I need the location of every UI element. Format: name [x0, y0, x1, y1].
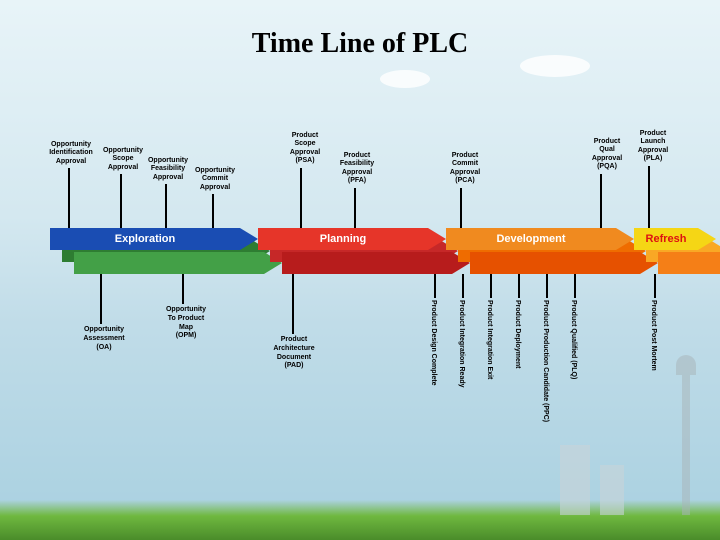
milestone-vert-pdc: Product Design Complete [430, 300, 437, 386]
milestone-top-pla-line: Approval [628, 147, 678, 155]
phase-shadow [658, 252, 720, 274]
milestone-bottom-oa-stem [100, 274, 102, 324]
phase-refresh-tip [698, 228, 716, 250]
milestone-top-oca-stem [212, 194, 214, 228]
milestone-top-pla-line: Product [628, 130, 678, 138]
phase-shadow [74, 252, 264, 274]
milestone-top-ofa: OpportunityFeasibilityApproval [143, 157, 193, 182]
milestone-top-pqa: ProductQualApproval(PQA) [582, 138, 632, 172]
milestone-bottom-oa-line: Opportunity [78, 326, 130, 335]
milestone-top-pqa-line: Qual [582, 146, 632, 154]
milestone-top-pla-stem [648, 166, 650, 228]
milestone-top-pfa-line: Product [332, 152, 382, 160]
background-cloud-1 [380, 70, 430, 88]
milestone-top-oia-line: Identification [46, 149, 96, 157]
milestone-vert-pd-stem [518, 274, 520, 298]
milestone-bottom-opm-line: To Product [160, 315, 212, 324]
background-building-2 [600, 465, 624, 515]
milestone-top-psa-line: Scope [280, 140, 330, 148]
milestone-top-pca-line: Commit [440, 160, 490, 168]
milestone-bottom-oa: OpportunityAssessment(OA) [78, 326, 130, 352]
phase-refresh: Refresh [634, 228, 698, 250]
milestone-vert-pir: Product Integration Ready [458, 300, 465, 388]
milestone-top-psa: ProductScopeApproval(PSA) [280, 132, 330, 166]
milestone-top-pca: ProductCommitApproval(PCA) [440, 152, 490, 186]
milestone-top-pfa-line: (PFA) [332, 177, 382, 185]
milestone-top-pfa: ProductFeasibilityApproval(PFA) [332, 152, 382, 186]
milestone-top-pca-line: (PCA) [440, 177, 490, 185]
milestone-vert-pie: Product Integration Exit [486, 300, 493, 379]
milestone-vert-pd: Product Deployment [514, 300, 521, 368]
milestone-top-ofa-stem [165, 184, 167, 228]
milestone-bottom-opm-line: (OPM) [160, 332, 212, 341]
milestone-bottom-pad-line: Document [268, 354, 320, 363]
milestone-top-oca-line: Commit [190, 175, 240, 183]
milestone-top-pqa-stem [600, 174, 602, 228]
milestone-top-oia-stem [68, 168, 70, 228]
milestone-top-oca-line: Opportunity [190, 167, 240, 175]
phase-exploration: Exploration [50, 228, 240, 250]
milestone-top-psa-line: Approval [280, 149, 330, 157]
milestone-top-pfa-stem [354, 188, 356, 228]
milestone-top-pla-line: (PLA) [628, 155, 678, 163]
milestone-top-pfa-line: Approval [332, 169, 382, 177]
phase-development-tip [616, 228, 634, 250]
milestone-top-pqa-line: (PQA) [582, 163, 632, 171]
milestone-top-pqa-line: Product [582, 138, 632, 146]
phase-planning-tip [428, 228, 446, 250]
milestone-vert-plq-stem [574, 274, 576, 298]
milestone-vert-plq: Product Qualified (PLQ) [570, 300, 577, 379]
milestone-top-pca-line: Approval [440, 169, 490, 177]
milestone-top-osa-line: Scope [98, 155, 148, 163]
milestone-vert-pdc-stem [434, 274, 436, 298]
milestone-bottom-pad-line: (PAD) [268, 362, 320, 371]
milestone-top-pca-stem [460, 188, 462, 228]
milestone-top-osa-line: Opportunity [98, 147, 148, 155]
milestone-top-psa-line: (PSA) [280, 157, 330, 165]
milestone-top-oca-line: Approval [190, 184, 240, 192]
milestone-bottom-opm: OpportunityTo ProductMap(OPM) [160, 306, 212, 341]
milestone-top-psa-stem [300, 168, 302, 228]
milestone-bottom-opm-line: Opportunity [160, 306, 212, 315]
milestone-top-ofa-line: Approval [143, 174, 193, 182]
milestone-bottom-opm-line: Map [160, 324, 212, 333]
milestone-top-pla-line: Launch [628, 138, 678, 146]
milestone-top-osa: OpportunityScopeApproval [98, 147, 148, 172]
milestone-top-pca-line: Product [440, 152, 490, 160]
milestone-bottom-pad-stem [292, 274, 294, 334]
milestone-top-pfa-line: Feasibility [332, 160, 382, 168]
milestone-vert-ppm-stem [654, 274, 656, 298]
milestone-top-oia-line: Approval [46, 158, 96, 166]
milestone-top-osa-line: Approval [98, 164, 148, 172]
milestone-bottom-oa-line: (OA) [78, 344, 130, 353]
background-tower [682, 375, 690, 515]
milestone-top-oia: OpportunityIdentificationApproval [46, 141, 96, 166]
milestone-top-pla: ProductLaunchApproval(PLA) [628, 130, 678, 164]
page-title: Time Line of PLC [0, 28, 720, 60]
milestone-top-ofa-line: Feasibility [143, 165, 193, 173]
milestone-bottom-opm-stem [182, 274, 184, 304]
milestone-vert-ppc: Product Production Candidate (PPC) [542, 300, 549, 422]
milestone-bottom-oa-line: Assessment [78, 335, 130, 344]
milestone-top-osa-stem [120, 174, 122, 228]
milestone-top-oia-line: Opportunity [46, 141, 96, 149]
milestone-bottom-pad: ProductArchitectureDocument(PAD) [268, 336, 320, 371]
milestone-top-ofa-line: Opportunity [143, 157, 193, 165]
background-building-1 [560, 445, 590, 515]
milestone-vert-ppc-stem [546, 274, 548, 298]
milestone-top-psa-line: Product [280, 132, 330, 140]
phase-exploration-tip [240, 228, 258, 250]
milestone-bottom-pad-line: Product [268, 336, 320, 345]
phase-development: Development [446, 228, 616, 250]
milestone-vert-ppm: Product Post Mortem [650, 300, 657, 371]
phase-shadow [282, 252, 452, 274]
milestone-bottom-pad-line: Architecture [268, 345, 320, 354]
milestone-top-oca: OpportunityCommitApproval [190, 167, 240, 192]
milestone-vert-pie-stem [490, 274, 492, 298]
phase-shadow [470, 252, 640, 274]
milestone-top-pqa-line: Approval [582, 155, 632, 163]
milestone-vert-pir-stem [462, 274, 464, 298]
phase-planning: Planning [258, 228, 428, 250]
